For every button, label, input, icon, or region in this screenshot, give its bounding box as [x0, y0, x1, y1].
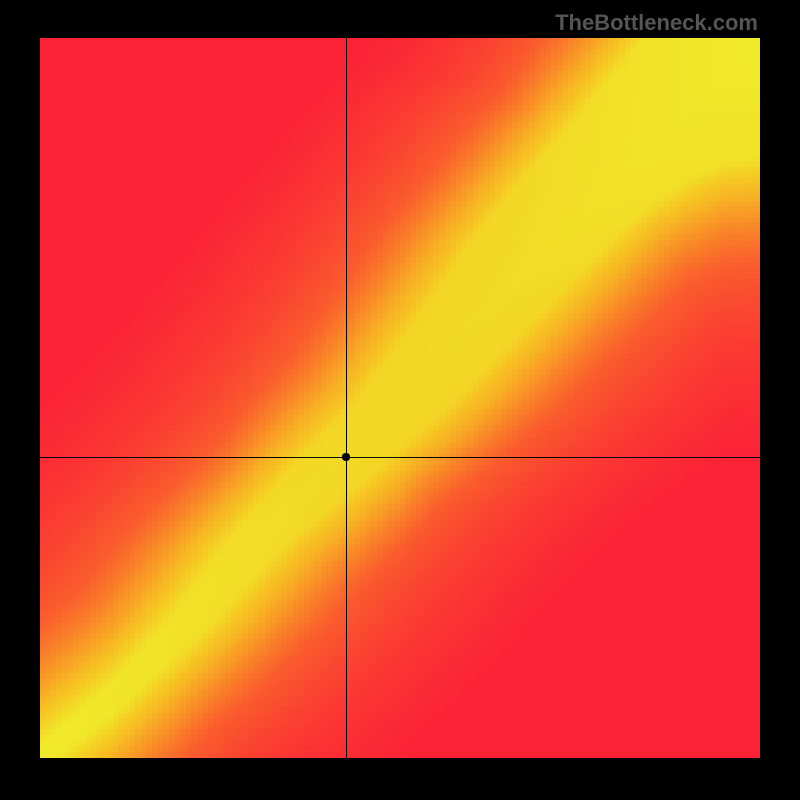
watermark-text: TheBottleneck.com	[555, 10, 758, 36]
chart-container: TheBottleneck.com	[0, 0, 800, 800]
bottleneck-heatmap	[40, 38, 760, 758]
